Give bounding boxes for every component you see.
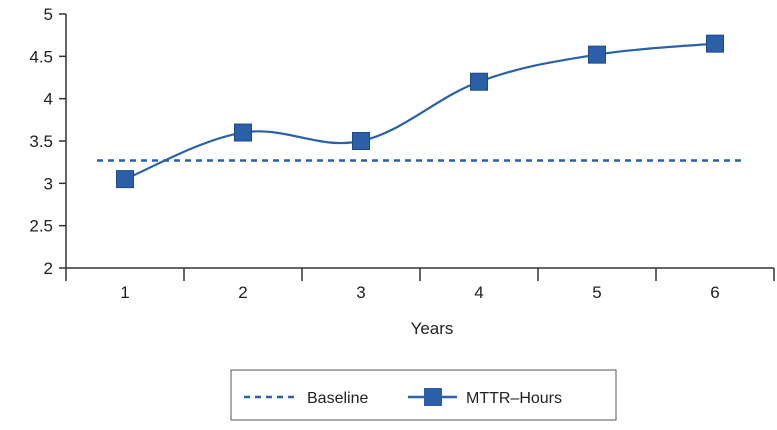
x-tick-label: 5 (592, 283, 601, 302)
legend-box (230, 369, 617, 421)
mttr-data-point (116, 170, 134, 189)
x-tick-label: 4 (474, 283, 483, 302)
y-tick-label: 3 (44, 174, 53, 193)
y-tick-label: 5 (44, 5, 53, 24)
x-tick-label: 1 (120, 283, 129, 302)
x-axis-title: Years (411, 319, 454, 338)
y-tick-label: 4.5 (29, 47, 53, 66)
legend-mttr-label: MTTR–Hours (466, 390, 562, 407)
mttr-data-point (234, 123, 252, 142)
mttr-data-point (470, 72, 488, 91)
mttr-series-line (124, 42, 716, 181)
legend-baseline-label: Baseline (307, 390, 368, 407)
mttr-data-point (706, 34, 724, 53)
x-tick-label: 3 (356, 283, 365, 302)
y-tick-label: 2.5 (29, 217, 53, 236)
y-tick-label: 3.5 (29, 132, 53, 151)
mttr-data-point (588, 45, 606, 64)
y-tick-label: 2 (44, 259, 53, 278)
y-tick-label: 4 (44, 90, 53, 109)
legend: Baseline MTTR–Hours (230, 369, 617, 421)
x-tick-label: 6 (710, 283, 719, 302)
axes: 2 2.5 3 3.5 4 4.5 5 1 2 3 4 5 6 (29, 5, 775, 302)
x-tick-label: 2 (238, 283, 247, 302)
series-layer (97, 34, 743, 189)
legend-mttr-swatch-marker (424, 388, 442, 406)
mttr-data-point (352, 132, 370, 150)
